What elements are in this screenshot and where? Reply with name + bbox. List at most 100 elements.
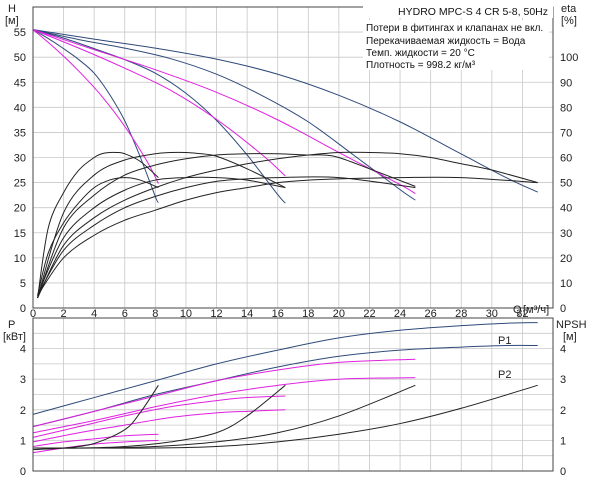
eta-tick-label: 20 xyxy=(560,253,572,265)
x-tick-label: 28 xyxy=(455,308,467,320)
head-tick-label: 45 xyxy=(14,77,26,89)
npsh-curve xyxy=(32,384,286,449)
reduced-curve xyxy=(32,433,159,448)
eta-tick-label: 0 xyxy=(560,303,566,315)
notes-backdrop xyxy=(363,20,549,70)
eta-axis-unit: [%] xyxy=(561,15,577,27)
p1-curve-label: P1 xyxy=(498,335,511,347)
bottom-plot-curves xyxy=(32,322,538,454)
x-tick-label: 30 xyxy=(486,308,498,320)
p2-power-curve xyxy=(32,344,538,428)
top-plot-frame xyxy=(32,6,554,309)
x-tick-label: 26 xyxy=(425,308,437,320)
x-tick-label: 6 xyxy=(122,308,128,320)
note-losses: Потери в фитингах и клапанах не вкл. xyxy=(366,22,543,34)
note-density: Плотность = 998.2 кг/м³ xyxy=(366,60,476,71)
title-backdrop xyxy=(363,6,553,18)
p2-curve-label: P2 xyxy=(498,369,511,381)
eta-curve xyxy=(37,151,159,299)
head-axis-unit: [м] xyxy=(5,15,19,27)
power-tick-label: 2 xyxy=(20,405,26,417)
reduced-curve xyxy=(32,29,286,177)
npsh-curve xyxy=(32,385,159,451)
x-tick-label: 20 xyxy=(333,308,345,320)
x-tick-label: 16 xyxy=(272,308,284,320)
eta-tick-label: 50 xyxy=(560,178,572,190)
eta-curve xyxy=(37,176,286,296)
reduced-curve xyxy=(32,395,286,438)
power-tick-label: 1 xyxy=(20,435,26,447)
bottom-y2-tick-labels: 0 1 2 3 4 xyxy=(560,344,566,478)
eta-curve xyxy=(37,153,416,299)
reduced-curve xyxy=(32,29,416,195)
head-curve xyxy=(32,29,538,193)
note-temperature: Темп. жидкости = 20 °C xyxy=(366,48,475,59)
eta-curve xyxy=(37,176,538,296)
power-tick-label: 0 xyxy=(20,466,26,478)
top-plot-curves xyxy=(32,29,538,299)
x-tick-label: 8 xyxy=(152,308,158,320)
x-tick-label: 14 xyxy=(241,308,253,320)
eta-axis-label: eta xyxy=(561,3,577,15)
chart-title: HYDRO MPC-S 4 CR 5-8, 50Hz xyxy=(398,6,548,18)
head-tick-label: 55 xyxy=(14,27,26,39)
x-tick-label: 32 xyxy=(516,308,528,320)
head-tick-label: 30 xyxy=(14,153,26,165)
head-tick-label: 50 xyxy=(14,52,26,64)
power-axis-unit: [кВт] xyxy=(3,331,26,343)
head-tick-label: 25 xyxy=(14,178,26,190)
bottom-plot-frame xyxy=(32,317,554,472)
reduced-curve xyxy=(32,409,286,443)
npsh-tick-label: 4 xyxy=(560,344,566,356)
head-tick-label: 15 xyxy=(14,228,26,240)
head-curve xyxy=(32,29,159,203)
eta-curve xyxy=(37,151,286,299)
flow-axis-label: Q xyxy=(513,304,522,316)
reduced-curve xyxy=(32,439,159,454)
bottom-y-tick-labels: 0 1 2 3 4 xyxy=(20,344,26,478)
head-tick-label: 35 xyxy=(14,127,26,139)
head-tick-label: 0 xyxy=(20,303,26,315)
eta-curve xyxy=(37,177,159,296)
reduced-curve xyxy=(32,358,416,428)
eta-tick-label: 70 xyxy=(560,127,572,139)
x-tick-label: 24 xyxy=(394,308,406,320)
head-tick-label: 40 xyxy=(14,102,26,114)
head-axis-label: H xyxy=(8,3,16,15)
x-tick-label: 10 xyxy=(180,308,192,320)
npsh-tick-label: 1 xyxy=(560,435,566,447)
eta-tick-label: 100 xyxy=(560,52,578,64)
eta-curve xyxy=(37,151,538,299)
note-liquid: Перекачиваемая жидкость = Вода xyxy=(366,36,526,47)
eta-tick-label: 40 xyxy=(560,203,572,215)
x-tick-label: 0 xyxy=(30,308,36,320)
x-tick-label: 22 xyxy=(363,308,375,320)
reduced-curve xyxy=(32,29,159,184)
top-x-tick-labels: 0 2 4 6 8 10 12 14 16 18 20 22 24 26 28 30 32 xyxy=(30,308,529,320)
head-tick-label: 10 xyxy=(14,253,26,265)
reduced-curve xyxy=(32,377,416,434)
x-tick-label: 18 xyxy=(302,308,314,320)
power-tick-label: 3 xyxy=(20,374,26,386)
eta-tick-label: 10 xyxy=(560,278,572,290)
eta-tick-label: 30 xyxy=(560,228,572,240)
npsh-axis-unit: [м] xyxy=(563,331,577,343)
power-tick-label: 4 xyxy=(20,344,26,356)
eta-curve xyxy=(37,176,416,296)
p1-power-curve xyxy=(32,322,538,415)
npsh-tick-label: 0 xyxy=(560,466,566,478)
x-tick-label: 12 xyxy=(210,308,222,320)
top-y2-tick-labels: 0 10 20 30 40 50 60 70 80 90 100 xyxy=(560,52,578,315)
eta-tick-label: 60 xyxy=(560,153,572,165)
eta-tick-label: 90 xyxy=(560,77,572,89)
eta-tick-label: 80 xyxy=(560,102,572,114)
power-axis-label: P xyxy=(8,319,15,331)
x-tick-label: 4 xyxy=(91,308,97,320)
npsh-tick-label: 3 xyxy=(560,374,566,386)
x-tick-label: 2 xyxy=(61,308,67,320)
head-tick-label: 5 xyxy=(20,278,26,290)
npsh-axis-label: NPSH xyxy=(556,319,587,331)
top-y-tick-labels: 0 5 10 15 20 25 30 35 40 45 50 55 xyxy=(14,27,26,315)
